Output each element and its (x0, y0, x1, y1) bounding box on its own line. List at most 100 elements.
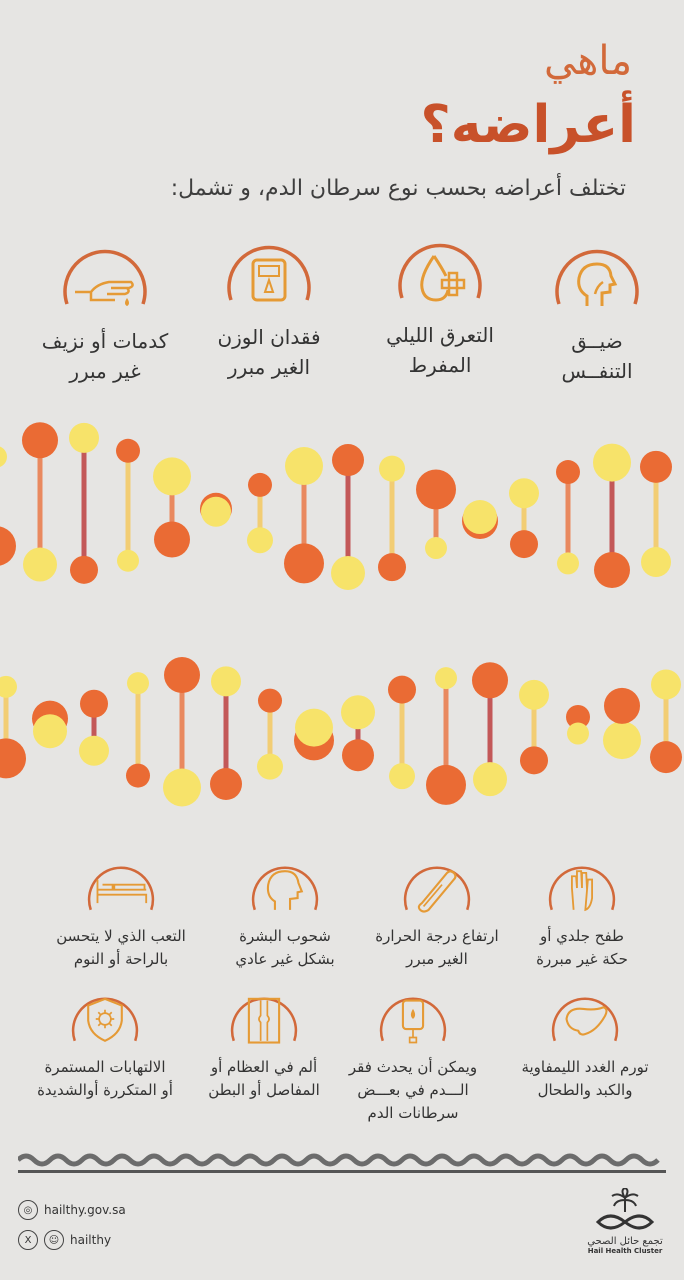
globe-icon: ◎ (18, 1200, 38, 1220)
dna-node (520, 746, 548, 775)
dna-node (126, 763, 150, 788)
symptom-fatigue: التعب الذي لا يتحسن بالراحة أو النوم (46, 853, 196, 971)
dna-node (556, 460, 580, 485)
dna-node (69, 422, 99, 453)
dna-node (284, 543, 324, 584)
dna-node (163, 768, 201, 807)
symptom-infections: الالتهابات المستمرة أو المتكررة أوالشديد… (30, 984, 180, 1102)
dna-node (435, 667, 457, 690)
dna-node (603, 721, 641, 760)
dna-node (425, 537, 447, 560)
dna-node (23, 547, 57, 582)
dna-node (567, 722, 589, 745)
dna-node (332, 444, 364, 477)
dna-node (211, 666, 241, 697)
dna-helix-illustration (0, 422, 682, 807)
hand-rash-icon (548, 866, 616, 912)
dna-node (379, 455, 405, 482)
symptom-pale-skin: شحوب البشرة بشكل غير عادي (210, 853, 360, 971)
symptom-label: فقدان الوزن الغير مبرر (217, 325, 321, 379)
website-row[interactable]: ◎ hailthy.gov.sa (18, 1200, 126, 1220)
dna-node (33, 714, 67, 749)
pale-face-icon (251, 866, 319, 911)
symptom-label: ضيــق التنفــس (561, 329, 633, 383)
symptom-label: تورم الغدد الليمفاوية والكبد والطحال (521, 1058, 649, 1099)
dna-node (519, 679, 549, 710)
dna-node (79, 735, 109, 766)
scale-icon (227, 245, 311, 302)
dna-node (153, 457, 191, 496)
shield-virus-icon (71, 997, 139, 1042)
dna-node (416, 469, 456, 510)
symptom-label: ويمكن أن يحدث فقر الـــدم في بعـــض سرطا… (348, 1058, 478, 1122)
dna-node (388, 675, 416, 704)
symptom-label: التعب الذي لا يتحسن بالراحة أو النوم (56, 927, 186, 968)
website-link[interactable]: hailthy.gov.sa (44, 1203, 126, 1217)
decorative-divider (18, 1153, 666, 1173)
x-twitter-icon[interactable]: X (18, 1230, 38, 1250)
dna-node (426, 764, 466, 805)
symptom-bruising-bleeding: كدمات أو نزيف غير مبرر (30, 242, 180, 386)
dna-node (557, 552, 579, 575)
symptom-label: طفح جلدي أو حكة غير مبررة (536, 927, 628, 968)
symptom-shortness-of-breath: ضيــق التنفــس (522, 242, 672, 386)
page-subtitle: تختلف أعراضه بحسب نوع سرطان الدم، و تشمل… (170, 176, 626, 201)
dna-node (201, 496, 231, 527)
dna-node (247, 527, 273, 554)
dna-node (593, 443, 631, 482)
dna-node (510, 530, 538, 559)
dna-node (258, 688, 282, 713)
symptom-night-sweats: التعرق الليلي المفرط (365, 236, 515, 380)
dna-node (509, 478, 539, 509)
symptom-label: التعرق الليلي المفرط (386, 323, 494, 377)
dna-node (641, 547, 671, 578)
head-breathing-icon (555, 249, 639, 306)
dna-node (342, 739, 374, 772)
contact-info: ◎ hailthy.gov.sa X ☺ hailthy (18, 1200, 126, 1260)
joint-xray-icon (230, 997, 298, 1044)
dna-node (210, 768, 242, 801)
dna-node (80, 689, 108, 718)
dna-node (22, 422, 58, 459)
palm-logo-icon (595, 1188, 655, 1230)
dna-node (463, 500, 497, 535)
symptom-weight-loss: فقدان الوزن الغير مبرر (194, 238, 344, 382)
hand-bleeding-icon (63, 249, 147, 306)
dna-node (650, 741, 682, 774)
dna-node (651, 669, 681, 700)
symptom-label: ارتفاع درجة الحرارة الغير مبرر (375, 927, 499, 968)
symptom-label: كدمات أو نزيف غير مبرر (41, 329, 169, 383)
dna-node (0, 738, 26, 779)
org-name-arabic: تجمع حائل الصحي (587, 1236, 663, 1247)
bed-icon (87, 866, 155, 911)
hail-health-cluster-logo: تجمع حائل الصحي Hail Health Cluster (580, 1188, 670, 1255)
dna-node (604, 687, 640, 724)
dna-node (127, 672, 149, 695)
dna-node (389, 763, 415, 790)
symptom-label: ألم في العظام أو المفاصل أو البطن (208, 1058, 320, 1099)
dna-node (472, 662, 508, 699)
symptom-fever: ارتفاع درجة الحرارة الغير مبرر (362, 853, 512, 971)
social-row[interactable]: X ☺ hailthy (18, 1230, 126, 1250)
iv-bag-icon (379, 997, 447, 1044)
symptom-label: شحوب البشرة بشكل غير عادي (235, 927, 335, 968)
dna-node (285, 447, 323, 486)
page-title-line2: أعراضه؟ (420, 95, 636, 155)
dna-node (0, 675, 17, 698)
dna-node (0, 526, 16, 566)
dna-node (0, 446, 7, 467)
dna-node (331, 555, 365, 590)
drop-plus-icon (398, 243, 482, 302)
social-handle[interactable]: hailthy (70, 1233, 112, 1247)
symptom-label: الالتهابات المستمرة أو المتكررة أوالشديد… (37, 1058, 173, 1099)
org-name-english: Hail Health Cluster (587, 1247, 663, 1255)
dna-node (640, 450, 672, 483)
page-title-line1: ماهي (543, 38, 632, 84)
symptom-rash-itching: طفح جلدي أو حكة غير مبررة (507, 853, 657, 971)
dna-node (70, 555, 98, 584)
dna-node (341, 695, 375, 730)
symptom-anemia: ويمكن أن يحدث فقر الـــدم في بعـــض سرطا… (338, 984, 488, 1125)
dna-node (594, 551, 630, 588)
dna-node (248, 472, 272, 497)
snapchat-icon[interactable]: ☺ (44, 1230, 64, 1250)
